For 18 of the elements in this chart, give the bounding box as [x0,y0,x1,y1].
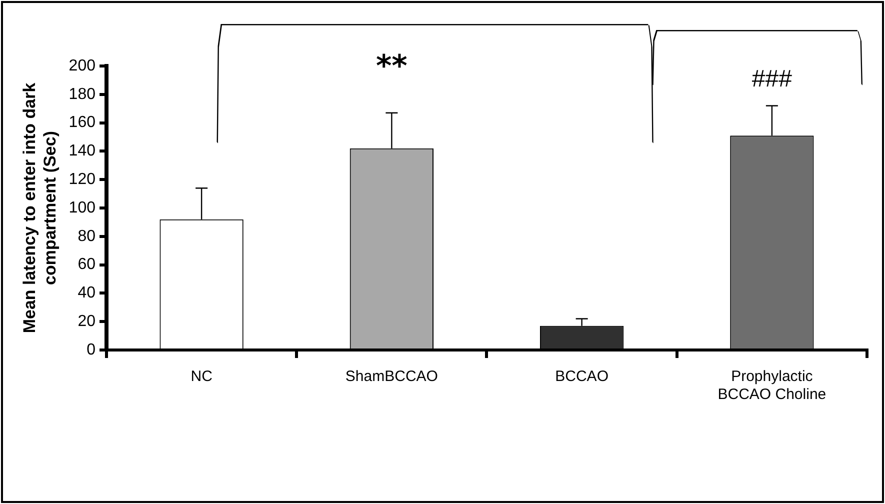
x-tick-label: NC [190,368,213,386]
annotation: ** [376,48,408,84]
x-tick-label: Prophylactic BCCAO Choline [718,368,826,404]
y-tick-label: 0 [86,341,96,358]
y-tick-label: 60 [78,256,96,274]
y-axis-title: Mean latency to enter into dark compartment (Sec) [20,82,60,334]
y-tick-label: 180 [68,86,96,103]
y-tick-label: 80 [78,228,96,245]
y-tick-label: 20 [78,313,96,330]
y-tick-label: 120 [68,171,96,188]
y-tick-label: 100 [68,199,96,216]
x-tick-label: ShamBCCAO [345,368,438,386]
y-tick-label: 160 [68,114,96,132]
x-tick-label: BCCAO [555,368,608,386]
y-tick-label: 200 [68,57,96,74]
y-tick-label: 40 [78,284,96,302]
annotation: ### [752,66,793,93]
y-tick-label: 140 [68,142,96,160]
